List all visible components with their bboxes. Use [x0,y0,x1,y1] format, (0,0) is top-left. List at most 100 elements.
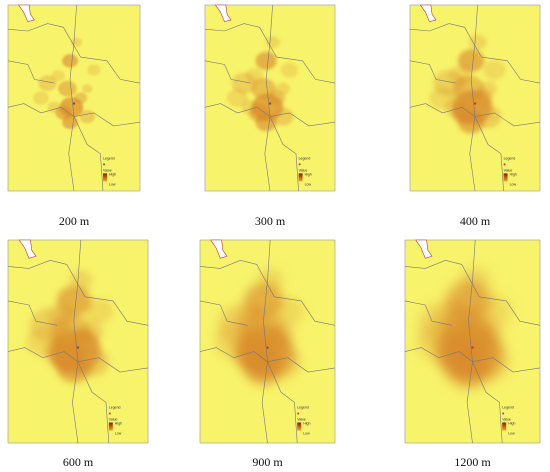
boundary-line [199,300,248,326]
hotspot [214,323,254,360]
legend-title: Legend [109,405,121,409]
legend-value: Value [103,168,112,172]
hotspot [271,296,304,326]
river [419,4,437,23]
point-marker [76,346,80,349]
hotspots [429,34,506,134]
hotspot [468,34,487,50]
river [18,239,37,259]
point-marker [471,346,474,349]
legend-value: Value [502,417,511,421]
hotspot [255,51,277,70]
legend-ramp [108,422,113,431]
river [214,4,232,23]
legend-value: Value [109,417,118,421]
boundary-line [267,361,298,444]
legend-ramp [103,173,108,182]
legend-value: Value [504,168,513,172]
hotspot [241,99,260,115]
hotspot [33,91,49,105]
hotspot [74,92,88,104]
legend-low: Low [303,431,310,435]
legend-low: Low [305,182,312,186]
hotspot [429,86,456,110]
legend-value: Value [299,168,308,172]
hotspot [235,302,268,332]
hotspot [471,317,501,345]
legend-low: Low [508,431,515,435]
boundary-line [73,116,104,192]
hotspot [62,115,78,129]
legend-high: High [508,421,515,425]
boundary-line [269,116,299,192]
hotspots [214,268,304,386]
boundary-line [7,23,141,84]
legend-symbol [502,412,505,415]
boundary-line [7,300,58,326]
boundary-line [199,259,336,326]
hotspot [87,64,101,76]
panel-caption: 1200 m [454,455,491,469]
boundary-line [409,103,541,127]
river [18,4,35,23]
legend-symbol [297,412,300,415]
hotspot [483,60,506,80]
boundary-line [7,103,141,127]
hotspot [275,82,291,95]
legend-high: High [305,172,312,176]
boundary-line [68,4,77,192]
boundary-line [77,361,110,444]
legend-title: Legend [504,156,516,160]
legend-ramp [503,173,508,182]
hotspot [265,36,280,49]
hotspot [437,300,475,334]
hotspot [84,298,114,324]
legend-high: High [510,172,517,176]
boundary-line [409,23,541,84]
hotspot [79,109,96,124]
river [210,239,228,259]
boundary-line [7,347,149,373]
legend-symbol [503,163,506,166]
boundary-line [404,347,541,373]
boundary-line [7,259,149,326]
boundary-line [7,60,55,84]
legend-symbol [103,163,106,166]
hotspot [56,352,92,383]
boundary-line [404,259,541,326]
hotspot [38,75,57,91]
legend-ramp [298,173,303,182]
hotspot [272,107,294,126]
legend-ramp [297,422,302,431]
hotspot [47,101,61,113]
boundary-line [474,116,504,192]
boundary-line [204,103,336,127]
hotspot [280,62,299,78]
hotspot [25,326,61,357]
hotspot [46,304,76,330]
hotspot [81,84,93,94]
boundary-line [469,4,478,192]
legend-value: Value [297,417,306,421]
boundary-line [72,239,82,444]
point-marker [268,102,272,105]
boundary-line [204,60,251,84]
hotspot [457,110,485,134]
panel-caption: 600 m [63,455,94,469]
boundary-line [261,239,271,444]
legend-high: High [115,421,122,425]
hotspot [479,81,497,97]
legend-low: Low [109,182,116,186]
panel-caption: 900 m [252,455,283,469]
hotspot [268,319,294,344]
legend-symbol [108,412,111,415]
legend-low: Low [510,182,517,186]
panel-caption: 200 m [59,214,90,228]
hotspot [62,54,78,68]
legend-ramp [502,422,507,431]
